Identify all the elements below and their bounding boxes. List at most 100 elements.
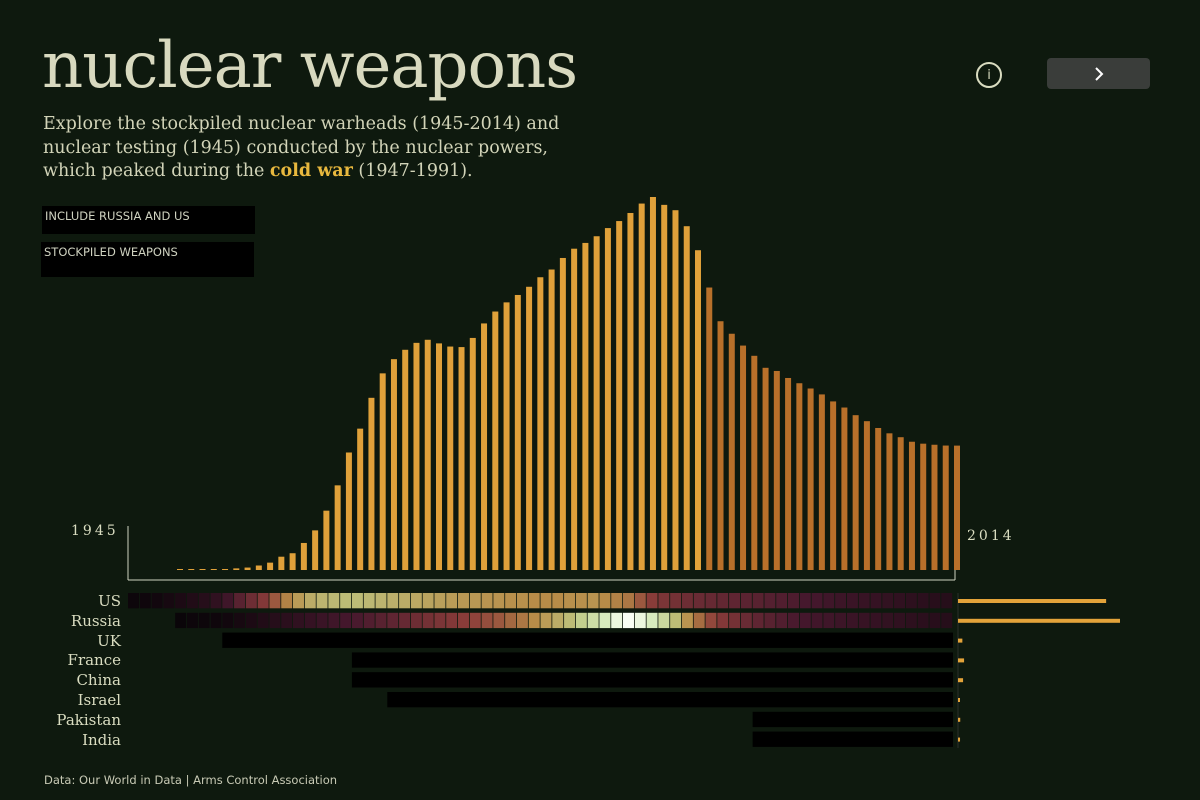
heat-cell-russia-1997 — [740, 612, 752, 629]
heat-cell-us-2002 — [799, 593, 811, 609]
bar-1975 — [514, 294, 521, 570]
heat-cell-russia-2004 — [823, 612, 835, 629]
heat-cell-russia-1985 — [599, 612, 611, 629]
bar-1992 — [706, 287, 713, 570]
bar-1976 — [526, 286, 533, 570]
bar-1948 — [210, 569, 217, 570]
subtitle-text: Explore the stockpiled nuclear warheads … — [43, 114, 560, 181]
heat-cell-russia-1967 — [387, 612, 399, 629]
heat-cell-us-1980 — [540, 593, 552, 609]
heat-cell-us-2011 — [905, 593, 917, 609]
bar-1945 — [177, 569, 183, 570]
heat-cell-russia-1971 — [434, 612, 446, 629]
heat-cell-us-1986 — [611, 593, 623, 609]
heat-cell-us-1989 — [646, 593, 658, 609]
heat-cell-us-1964 — [351, 593, 363, 609]
heat-cell-russia-2011 — [905, 612, 917, 629]
heat-cell-russia-1981 — [552, 612, 564, 629]
heat-cell-us-1999 — [764, 593, 776, 609]
heat-cell-us-1985 — [599, 593, 611, 609]
bar-2010 — [908, 441, 915, 570]
heat-cell-us-1953 — [222, 593, 234, 609]
start-year-label: 1945 — [71, 523, 119, 539]
heat-cell-us-1971 — [434, 593, 446, 609]
bar-1958 — [323, 510, 330, 570]
bar-1968 — [436, 343, 442, 570]
heat-cell-russia-1977 — [505, 612, 517, 629]
heat-cell-russia-2012 — [917, 612, 929, 629]
heat-cell-russia-1993 — [693, 612, 705, 629]
heat-cell-russia-1980 — [540, 612, 552, 629]
heat-cell-us-1992 — [681, 593, 693, 609]
bar-1962 — [368, 397, 375, 570]
bar-1964 — [390, 359, 397, 570]
heat-cell-us-2010 — [894, 593, 906, 609]
measure-filter[interactable]: STOCKPILED WEAPONS — [41, 242, 254, 277]
info-button[interactable]: i — [976, 62, 1002, 88]
bar-1965 — [402, 349, 409, 570]
heat-cell-russia-1982 — [564, 612, 576, 629]
heat-cell-russia-1952 — [210, 612, 222, 629]
heat-cell-russia-1957 — [269, 612, 281, 629]
heat-cell-russia-1979 — [528, 612, 540, 629]
heat-cell-russia-2014 — [941, 612, 953, 629]
heat-cell-russia-1978 — [516, 612, 528, 629]
heat-cell-russia-1983 — [575, 612, 587, 629]
bar-2013 — [942, 445, 949, 570]
heat-cell-us-1947 — [151, 593, 163, 609]
bar-2003 — [830, 401, 837, 570]
bar-2007 — [875, 427, 882, 570]
heat-cell-russia-2007 — [858, 612, 870, 629]
heat-cell-us-1952 — [210, 593, 222, 609]
bar-1966 — [413, 342, 420, 570]
heat-cell-russia-1949 — [175, 612, 187, 629]
bar-1961 — [357, 428, 364, 570]
heat-cell-russia-1955 — [245, 612, 257, 629]
bar-1959 — [334, 485, 341, 570]
heat-cell-us-1983 — [575, 593, 587, 609]
heat-cell-russia-1961 — [316, 612, 328, 629]
heat-cell-us-1973 — [458, 593, 469, 609]
bar-2012 — [931, 444, 938, 570]
total-bar-israel — [958, 698, 960, 702]
heat-cell-russia-1970 — [422, 612, 434, 629]
next-button[interactable] — [1047, 58, 1150, 89]
total-bar-us — [958, 599, 1107, 603]
bar-1980 — [571, 248, 578, 570]
heat-cell-russia-2003 — [811, 612, 823, 629]
bar-1972 — [481, 323, 488, 570]
heat-cell-us-1961 — [316, 593, 328, 609]
heat-cell-us-1977 — [505, 593, 517, 609]
heat-cell-russia-1976 — [493, 612, 505, 629]
heat-cell-russia-1975 — [481, 612, 493, 629]
heat-cell-russia-1960 — [304, 612, 316, 629]
heat-cell-russia-1963 — [340, 612, 352, 629]
heat-cell-us-1963 — [340, 593, 352, 609]
heat-cell-russia-1954 — [234, 612, 246, 629]
bar-1949 — [222, 569, 229, 570]
bar-1997 — [762, 367, 769, 570]
heat-cell-us-1997 — [740, 593, 752, 609]
heat-cell-us-1955 — [245, 593, 257, 609]
heat-cell-us-2014 — [941, 593, 953, 609]
cold-war-highlight[interactable]: cold war — [269, 161, 353, 181]
heat-cell-russia-1986 — [611, 612, 623, 629]
bar-1978 — [548, 269, 555, 570]
bar-1951 — [244, 567, 251, 570]
heat-cell-us-1949 — [175, 593, 187, 609]
bar-1970 — [458, 347, 465, 570]
heat-cell-us-1965 — [363, 593, 375, 609]
bar-2000 — [796, 383, 803, 570]
bar-1977 — [537, 277, 544, 570]
bar-1999 — [785, 377, 792, 570]
heat-cell-us-1978 — [516, 593, 528, 609]
country-label-uk: UK — [97, 631, 121, 650]
heat-cell-us-2008 — [870, 593, 882, 609]
bar-2011 — [920, 443, 927, 570]
heat-cell-us-1994 — [705, 593, 717, 609]
heat-cell-russia-1995 — [717, 612, 729, 629]
heat-cell-us-1975 — [481, 593, 493, 609]
bar-1984 — [616, 221, 623, 570]
heat-cell-us-1990 — [658, 593, 670, 609]
include-russia-us-filter[interactable]: INCLUDE RUSSIA AND US — [42, 206, 255, 234]
